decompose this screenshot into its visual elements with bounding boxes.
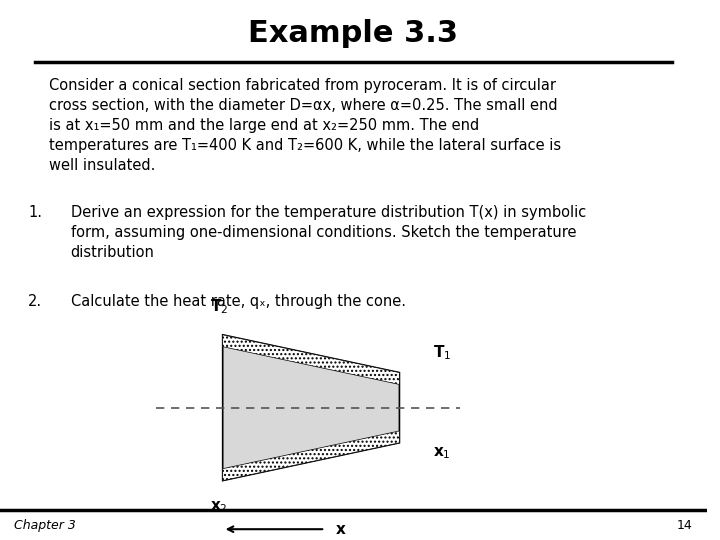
Text: Calculate the heat rate, qₓ, through the cone.: Calculate the heat rate, qₓ, through the… — [71, 294, 405, 309]
Polygon shape — [222, 431, 400, 481]
Text: 14: 14 — [677, 519, 693, 532]
Text: Derive an expression for the temperature distribution T(x) in symbolic
form, ass: Derive an expression for the temperature… — [71, 205, 586, 260]
Polygon shape — [222, 335, 400, 481]
Text: T$_1$: T$_1$ — [433, 343, 451, 362]
Text: Consider a conical section fabricated from pyroceram. It is of circular
cross se: Consider a conical section fabricated fr… — [50, 78, 562, 172]
Text: 1.: 1. — [28, 205, 42, 220]
Text: T$_2$: T$_2$ — [210, 297, 228, 316]
Text: Chapter 3: Chapter 3 — [14, 519, 76, 532]
Text: x: x — [336, 522, 346, 537]
Text: x$_2$: x$_2$ — [210, 500, 228, 515]
Text: Example 3.3: Example 3.3 — [248, 19, 459, 48]
Text: x$_1$: x$_1$ — [433, 446, 451, 461]
Text: 2.: 2. — [28, 294, 42, 309]
Polygon shape — [222, 335, 400, 384]
